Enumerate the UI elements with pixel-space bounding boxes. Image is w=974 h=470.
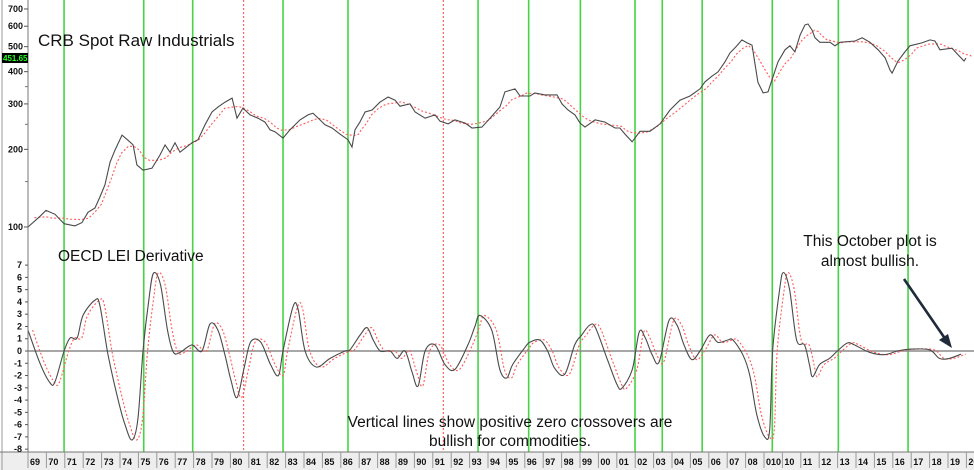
x-tick-label: 73 bbox=[104, 457, 114, 467]
x-axis-band bbox=[0, 452, 974, 470]
x-tick-label: 13 bbox=[840, 457, 850, 467]
lei-y-tick-label: 4 bbox=[17, 297, 22, 307]
crb-y-tick-label: 100 bbox=[8, 222, 23, 232]
lei-y-tick-label: -3 bbox=[14, 383, 22, 393]
x-tick-label: 18 bbox=[932, 457, 942, 467]
crb-y-tick-label: 700 bbox=[8, 4, 23, 14]
x-tick-label: 20 bbox=[968, 457, 974, 467]
x-tick-label: 16 bbox=[895, 457, 905, 467]
october-annotation-line1: This October plot is bbox=[803, 233, 937, 250]
x-tick-label: 70 bbox=[48, 457, 58, 467]
vertical-lines-annotation-line1: Vertical lines show positive zero crosso… bbox=[348, 414, 673, 431]
x-tick-label: 87 bbox=[361, 457, 371, 467]
lei-y-tick-label: 6 bbox=[17, 272, 22, 282]
crb-y-tick-label: 500 bbox=[8, 42, 23, 52]
x-tick-label: 92 bbox=[453, 457, 463, 467]
x-tick-label: 07 bbox=[729, 457, 739, 467]
lei-y-tick-label: 2 bbox=[17, 321, 22, 331]
arrow-shaft bbox=[902, 278, 948, 341]
crb-y-tick-label: 300 bbox=[8, 99, 23, 109]
x-tick-label: 00 bbox=[600, 457, 610, 467]
x-tick-label: 80 bbox=[232, 457, 242, 467]
x-tick-label: 95 bbox=[508, 457, 518, 467]
x-tick-label: 83 bbox=[288, 457, 298, 467]
crb-y-tick-label: 200 bbox=[8, 144, 23, 154]
x-tick-label: 12 bbox=[821, 457, 831, 467]
x-tick-label: 05 bbox=[692, 457, 702, 467]
x-tick-label: 03 bbox=[656, 457, 666, 467]
lei-y-tick-label: -8 bbox=[14, 444, 22, 454]
lei-y-tick-label: -1 bbox=[14, 358, 22, 368]
x-tick-label: 72 bbox=[85, 457, 95, 467]
crb-y-tick-label: 400 bbox=[8, 67, 23, 77]
lei-y-tick-label: 1 bbox=[17, 334, 22, 344]
x-tick-label: 96 bbox=[527, 457, 537, 467]
x-tick-label: 79 bbox=[214, 457, 224, 467]
x-tick-label: 77 bbox=[177, 457, 187, 467]
x-tick-label: 99 bbox=[582, 457, 592, 467]
x-tick-label: 82 bbox=[269, 457, 279, 467]
x-tick-label: 08 bbox=[748, 457, 758, 467]
lei-y-tick-label: 3 bbox=[17, 309, 22, 319]
x-tick-label: 06 bbox=[711, 457, 721, 467]
x-tick-label: 91 bbox=[435, 457, 445, 467]
x-tick-label: 02 bbox=[637, 457, 647, 467]
x-tick-label: 15 bbox=[876, 457, 886, 467]
x-tick-label: 69 bbox=[30, 457, 40, 467]
x-tick-label: 14 bbox=[858, 457, 868, 467]
x-tick-label: 94 bbox=[490, 457, 500, 467]
x-tick-label: 76 bbox=[159, 457, 169, 467]
crb-smoothed-line bbox=[34, 29, 973, 221]
x-tick-label: 01 bbox=[619, 457, 629, 467]
october-annotation-line2: almost bullish. bbox=[821, 253, 919, 270]
x-tick-label: 11 bbox=[803, 457, 813, 467]
lei-y-tick-label: 0 bbox=[17, 346, 22, 356]
last-value-box bbox=[2, 53, 28, 63]
lei-y-tick-label: -7 bbox=[14, 432, 22, 442]
crb-panel bbox=[27, 23, 973, 228]
crb-price-line bbox=[27, 23, 967, 228]
arrow-head bbox=[939, 334, 952, 348]
lei-y-tick-label: 7 bbox=[17, 260, 22, 270]
x-tick-label: 86 bbox=[343, 457, 353, 467]
lei-panel-title: OECD LEI Derivative bbox=[58, 248, 204, 265]
x-tick-label: 90 bbox=[416, 457, 426, 467]
lei-y-tick-label: -5 bbox=[14, 407, 22, 417]
crb-panel-title: CRB Spot Raw Industrials bbox=[38, 31, 235, 50]
x-tick-label: 89 bbox=[398, 457, 408, 467]
x-tick-label: 74 bbox=[122, 457, 132, 467]
x-tick-label: 81 bbox=[251, 457, 261, 467]
lei-y-tick-label: -4 bbox=[14, 395, 22, 405]
crb-y-tick-label: 600 bbox=[8, 21, 23, 31]
lei-y-tick-label: -6 bbox=[14, 420, 22, 430]
lei-y-tick-label: -2 bbox=[14, 371, 22, 381]
lei-panel bbox=[27, 271, 974, 441]
last-value-label: 451.65 bbox=[3, 54, 28, 63]
x-tick-label: 88 bbox=[380, 457, 390, 467]
lei-derivative-line bbox=[27, 271, 962, 441]
last-value-badge: 451.65 bbox=[2, 53, 28, 63]
x-tick-label: 04 bbox=[674, 457, 684, 467]
x-tick-label: 93 bbox=[472, 457, 482, 467]
x-tick-label: 78 bbox=[196, 457, 206, 467]
x-tick-label: 85 bbox=[324, 457, 334, 467]
vertical-lines-annotation-line2: bullish for commodities. bbox=[429, 433, 591, 450]
x-tick-label: 71 bbox=[67, 457, 77, 467]
annotation-arrow bbox=[902, 278, 952, 348]
x-tick-label: 10 bbox=[784, 457, 794, 467]
lei-y-tick-label: 5 bbox=[17, 285, 22, 295]
x-tick-label: 17 bbox=[913, 457, 923, 467]
x-tick-label: 010 bbox=[766, 457, 781, 467]
x-tick-label: 84 bbox=[306, 457, 316, 467]
x-tick-label: 75 bbox=[140, 457, 150, 467]
vertical-lines bbox=[63, 0, 909, 452]
x-tick-label: 98 bbox=[564, 457, 574, 467]
x-tick-label: 97 bbox=[545, 457, 555, 467]
x-tick-label: 19 bbox=[950, 457, 960, 467]
